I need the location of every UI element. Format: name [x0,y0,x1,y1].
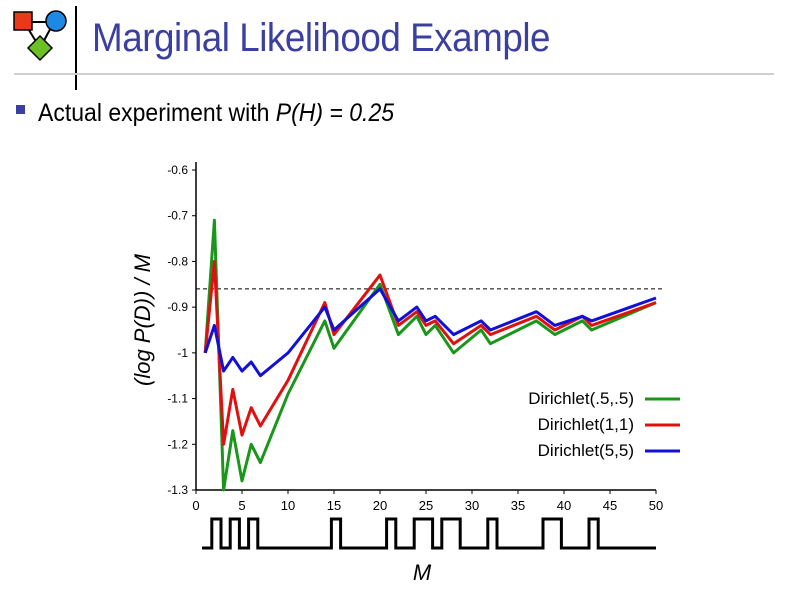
x-tick-label: 5 [238,498,245,513]
legend-label-2: Dirichlet(1,1) [538,415,634,434]
x-tick-label: 45 [603,498,617,513]
bullet-text-plain: Actual experiment with [38,99,276,127]
bullet-marker [16,105,25,114]
y-tick-label: -0.9 [167,300,188,314]
x-tick-label: 15 [327,498,341,513]
series-line-2 [203,259,657,446]
x-tick-label: 35 [511,498,525,513]
bullet-text-math: P(H) = 0.25 [275,99,395,127]
bullet-text: Actual experiment with P(H) = 0.25 [38,99,394,128]
coin-sequence-wave [202,517,656,550]
x-tick-label: 40 [557,498,571,513]
y-tick-label: -0.7 [167,209,188,223]
header-vertical-rule [75,6,77,90]
y-tick-label: -1 [177,346,188,360]
y-tick-label: -0.6 [167,163,188,177]
x-axis-label: M [413,560,432,585]
y-tick-label: -1.3 [167,483,188,497]
bayes-network-icon [13,10,67,62]
x-tick-label: 30 [465,498,479,513]
legend-label-1: Dirichlet(.5,.5) [528,389,634,408]
series-line-3 [203,287,657,378]
y-tick-label: -1.2 [167,437,188,451]
x-tick-label: 50 [649,498,663,513]
x-tick-label: 10 [281,498,295,513]
x-tick-label: 25 [419,498,433,513]
legend-label-3: Dirichlet(5,5) [538,441,634,460]
header-horizontal-rule [14,73,774,75]
y-tick-label: -1.1 [167,392,188,406]
series-line-1 [203,218,657,492]
x-tick-label: 20 [373,498,387,513]
y-tick-label: -0.8 [167,254,188,268]
x-tick-label: 0 [192,498,199,513]
page-title: Marginal Likelihood Example [92,16,551,60]
y-axis-label: (log P(D)) / M [130,253,155,386]
